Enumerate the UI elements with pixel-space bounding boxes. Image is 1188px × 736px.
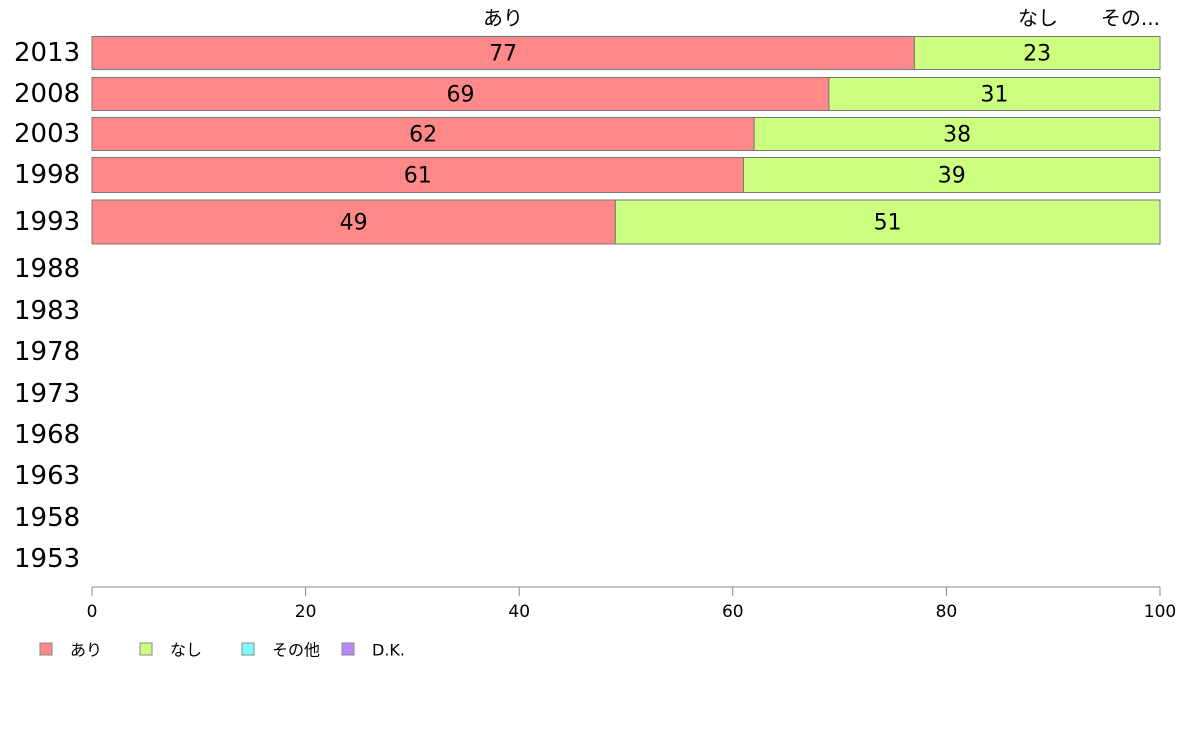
year-label-2003: 2003 <box>14 119 80 149</box>
year-label-1953: 1953 <box>14 544 80 574</box>
bar-2008-series-0 <box>91 77 830 111</box>
top-label-2: その... <box>1101 6 1160 30</box>
x-tick-label-80: 80 <box>936 602 958 622</box>
data-label-1998-series-0: 61 <box>404 164 432 189</box>
legend-swatch-3 <box>341 642 355 656</box>
bar-1998-series-0 <box>91 157 744 193</box>
top-series-labels: あり なし その... <box>483 6 1160 30</box>
x-tick-label-60: 60 <box>722 602 744 622</box>
x-axis: 0 20 40 60 80 100 <box>87 586 1176 622</box>
year-label-1973: 1973 <box>14 379 80 409</box>
data-label-1993-series-1: 51 <box>874 211 902 236</box>
bar-1993-series-0 <box>91 199 616 245</box>
year-label-1978: 1978 <box>14 337 80 367</box>
legend-swatch-0 <box>39 642 53 656</box>
bar-2008-series-1 <box>828 77 1161 111</box>
top-label-1: なし <box>1018 6 1058 30</box>
bars: 77 23 69 31 62 38 61 39 49 51 <box>91 36 1161 245</box>
bar-2013-series-1 <box>913 36 1161 70</box>
data-label-1993-series-0: 49 <box>340 211 368 236</box>
year-label-1958: 1958 <box>14 503 80 533</box>
legend: あり なし その他 D.K. <box>39 641 405 660</box>
year-label-1988: 1988 <box>14 254 80 284</box>
year-label-1993: 1993 <box>14 207 80 237</box>
legend-label-1: なし <box>170 641 202 660</box>
data-label-2013-series-1: 23 <box>1023 42 1051 67</box>
year-label-2013: 2013 <box>14 38 80 68</box>
year-label-1968: 1968 <box>14 420 80 450</box>
year-label-1963: 1963 <box>14 461 80 491</box>
legend-label-2: その他 <box>272 641 320 660</box>
bar-1993-series-1 <box>614 199 1161 245</box>
year-label-1998: 1998 <box>14 160 80 190</box>
data-label-1998-series-1: 39 <box>938 164 966 189</box>
legend-label-0: あり <box>70 641 102 660</box>
data-label-2003-series-1: 38 <box>943 123 971 148</box>
year-label-2008: 2008 <box>14 79 80 109</box>
data-label-2013-series-0: 77 <box>489 42 517 67</box>
top-label-0: あり <box>483 6 523 30</box>
year-label-1983: 1983 <box>14 296 80 326</box>
x-tick-label-40: 40 <box>508 602 530 622</box>
legend-label-3: D.K. <box>372 641 405 660</box>
x-tick-label-100: 100 <box>1144 602 1176 622</box>
bar-2003-series-1 <box>753 117 1161 151</box>
data-label-2008-series-0: 69 <box>446 83 474 108</box>
data-label-2008-series-1: 31 <box>980 83 1008 108</box>
year-labels: 2013 2008 2003 1998 1993 1988 1983 1978 1973 1968… <box>14 38 80 574</box>
legend-swatch-2 <box>241 642 255 656</box>
legend-swatch-1 <box>139 642 153 656</box>
data-label-2003-series-0: 62 <box>409 123 437 148</box>
x-tick-label-20: 20 <box>295 602 317 622</box>
x-tick-label-0: 0 <box>87 602 98 622</box>
bar-2013-series-0 <box>91 36 915 70</box>
bar-2003-series-0 <box>91 117 755 151</box>
bar-1998-series-1 <box>742 157 1161 193</box>
